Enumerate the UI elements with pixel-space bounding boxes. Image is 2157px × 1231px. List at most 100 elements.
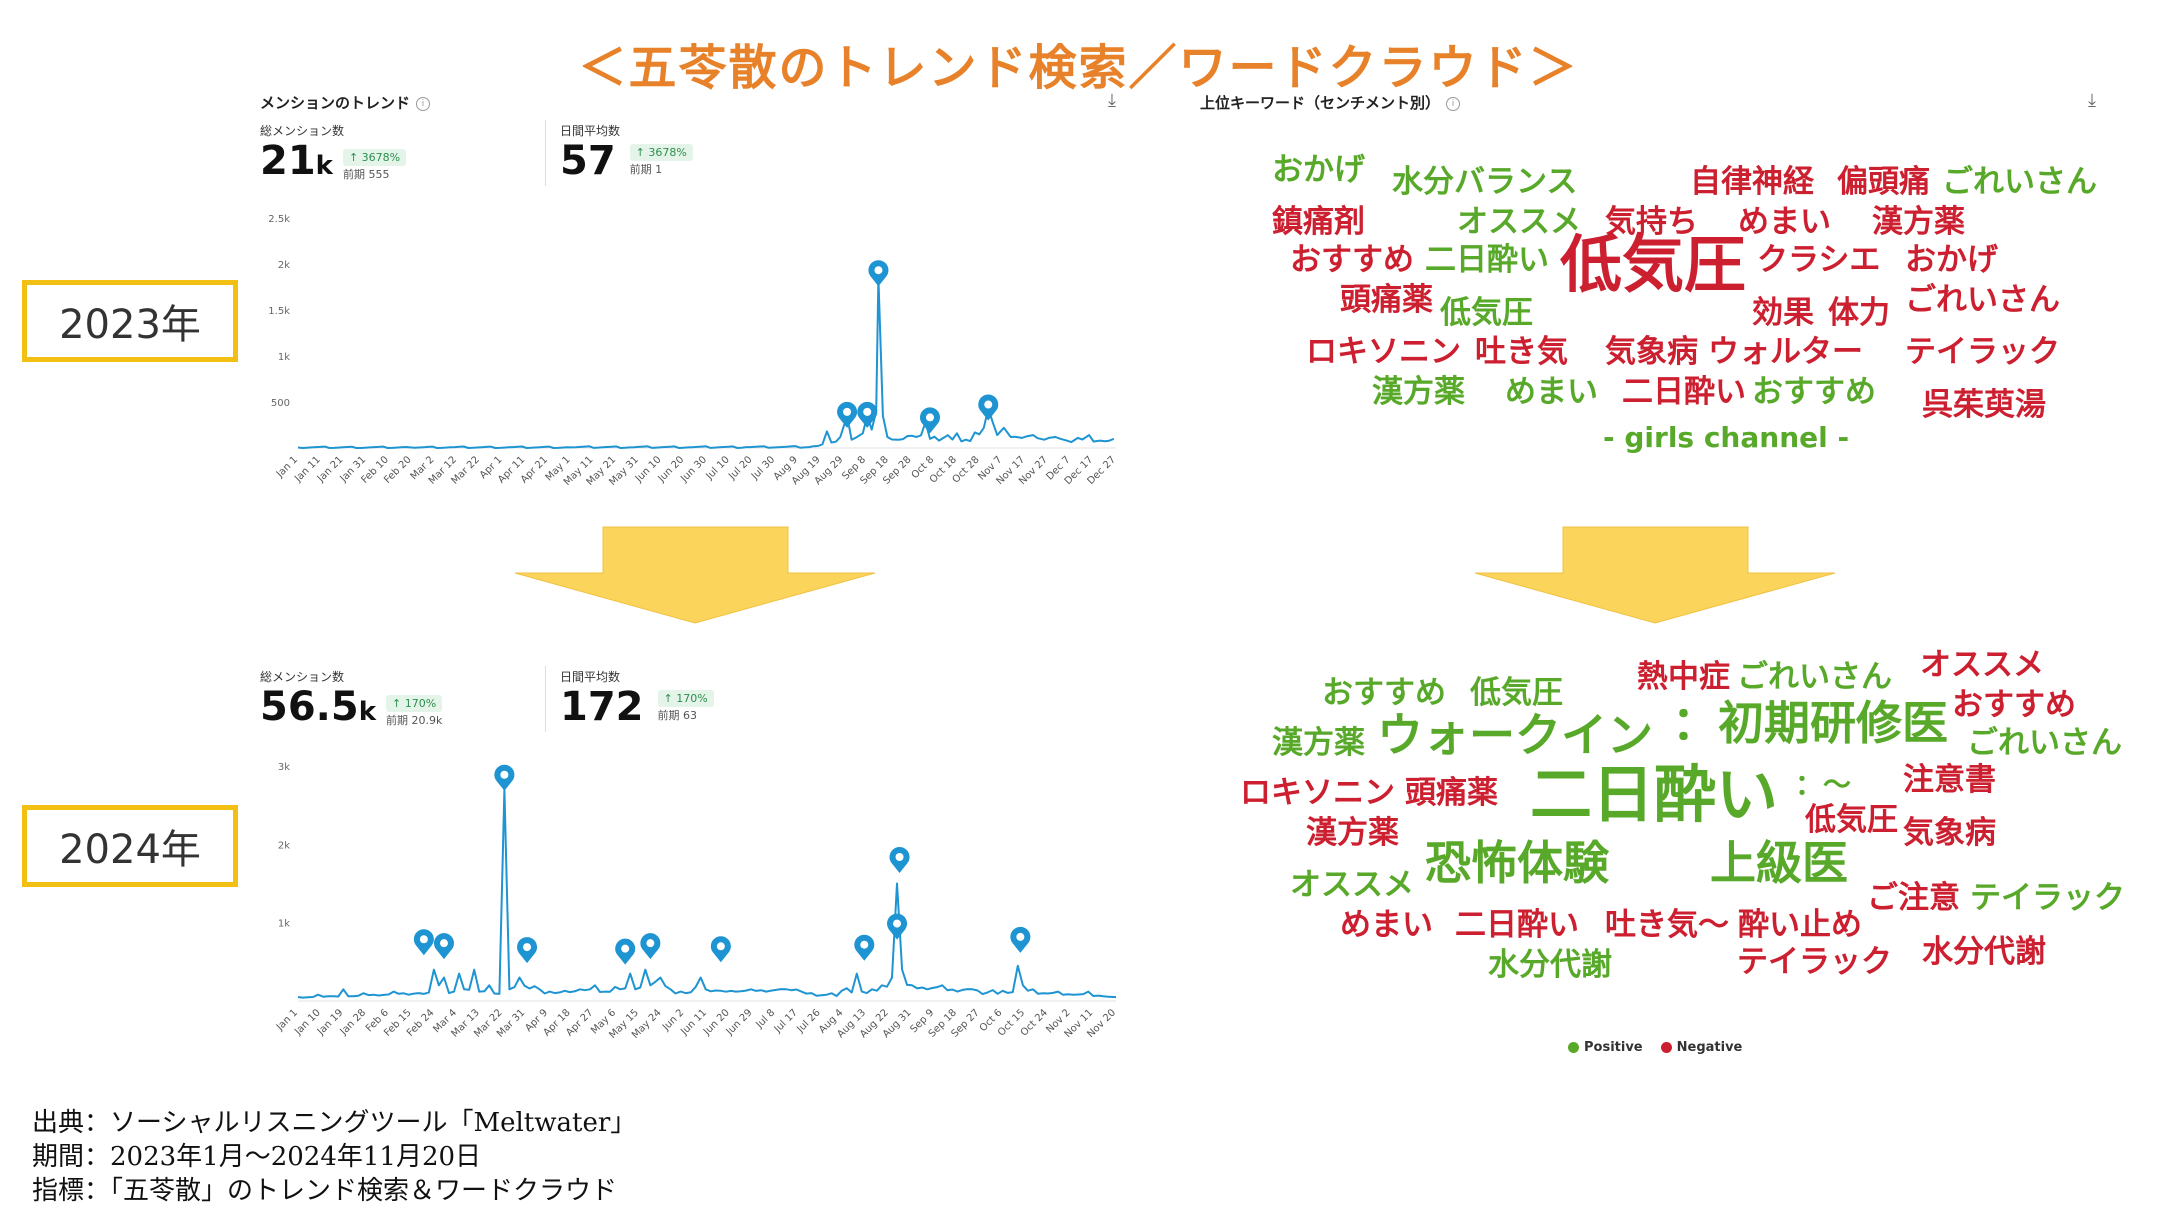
cloud-word-negative[interactable]: 自律神経 xyxy=(1690,163,1814,200)
event-marker-icon[interactable] xyxy=(710,936,731,963)
cloud-word-negative[interactable]: テイラック xyxy=(1905,333,2060,370)
info-icon[interactable]: i xyxy=(416,96,431,111)
cloud-word-negative[interactable]: 偏頭痛 xyxy=(1837,163,1930,200)
cloud-word-positive[interactable]: オススメ xyxy=(1457,203,1581,240)
cloud-word-negative[interactable]: 低気圧 xyxy=(1805,801,1898,838)
event-marker-dot[interactable] xyxy=(893,919,902,928)
cloud-word-negative[interactable]: 気象病 xyxy=(1605,333,1698,370)
cloud-word-positive[interactable]: ごれいさん xyxy=(1967,724,2122,761)
cloud-word-positive[interactable]: おすすめ xyxy=(1752,373,1876,410)
cloud-word-negative[interactable]: 熱中症 xyxy=(1637,658,1730,695)
cloud-word-positive[interactable]: ウォークイン xyxy=(1377,708,1653,762)
cloud-word-negative[interactable]: 気象病 xyxy=(1903,814,1996,851)
kpi-daily-label: 日間平均数 xyxy=(560,670,621,684)
event-marker-icon[interactable] xyxy=(978,394,999,421)
event-marker-icon[interactable] xyxy=(615,938,636,965)
event-marker-icon[interactable] xyxy=(1010,926,1031,953)
cloud-word-negative[interactable]: 酔い止め xyxy=(1738,906,1862,943)
event-marker-dot[interactable] xyxy=(925,413,934,422)
info-icon[interactable]: i xyxy=(1446,96,1461,111)
cloud-word-negative[interactable]: 気持ち xyxy=(1605,203,1698,240)
event-marker-icon[interactable] xyxy=(433,933,454,960)
event-marker-dot[interactable] xyxy=(500,770,509,779)
cloud-word-negative[interactable]: 低気圧 xyxy=(1560,228,1747,301)
cloud-word-negative[interactable]: 頭痛薬 xyxy=(1405,774,1498,811)
cloud-word-negative[interactable]: めまい xyxy=(1340,906,1433,943)
kpi-change-badge: ↑ 3678% xyxy=(629,144,693,161)
cloud-word-positive[interactable]: 二日酔い xyxy=(1425,241,1549,278)
cloud-word-negative[interactable]: 漢方薬 xyxy=(1306,814,1399,851)
cloud-word-negative[interactable]: 注意書 xyxy=(1903,761,1996,798)
cloud-word-positive[interactable]: 恐怖体験 xyxy=(1425,836,1609,890)
cloud-word-negative[interactable]: 鎮痛剤 xyxy=(1272,203,1365,240)
event-marker-dot[interactable] xyxy=(1016,932,1025,941)
cloud-word-positive[interactable]: 二日酔い xyxy=(1530,758,1779,831)
download-icon[interactable]: ⤓ xyxy=(2088,90,2096,111)
cloud-word-positive[interactable]: テイラック xyxy=(1970,879,2125,916)
event-marker-dot[interactable] xyxy=(716,942,725,951)
event-marker-dot[interactable] xyxy=(646,939,655,948)
cloud-word-positive[interactable]: - girls channel - xyxy=(1603,421,1850,454)
cloud-word-positive[interactable]: ：初期研修医 xyxy=(1672,696,1948,750)
cloud-word-positive[interactable]: 低気圧 xyxy=(1440,294,1533,331)
cloud-word-negative[interactable]: テイラック xyxy=(1737,943,1892,980)
event-marker-dot[interactable] xyxy=(621,944,630,953)
cloud-word-negative[interactable]: 水分代謝 xyxy=(1922,933,2046,970)
cloud-word-positive[interactable]: ：～ xyxy=(1795,768,1852,801)
cloud-word-negative[interactable]: ロキソニン xyxy=(1306,333,1461,370)
cloud-word-negative[interactable]: 呉茱萸湯 xyxy=(1922,386,2046,423)
event-marker-icon[interactable] xyxy=(919,407,940,434)
cloud-word-positive[interactable]: おかげ xyxy=(1272,151,1365,188)
event-marker-dot[interactable] xyxy=(860,940,869,949)
cloud-word-positive[interactable]: 漢方薬 xyxy=(1372,373,1465,410)
event-marker-icon[interactable] xyxy=(517,937,538,964)
cloud-word-positive[interactable]: 水分バランス xyxy=(1392,163,1578,200)
event-marker-dot[interactable] xyxy=(874,266,883,275)
cloud-word-negative[interactable]: ご注意 xyxy=(1867,879,1960,916)
event-marker-dot[interactable] xyxy=(523,943,532,952)
cloud-word-negative[interactable]: おかげ xyxy=(1905,241,1998,278)
event-marker-dot[interactable] xyxy=(984,400,993,409)
event-marker-icon[interactable] xyxy=(889,847,910,873)
cloud-word-negative[interactable]: おすすめ xyxy=(1952,686,2076,723)
cloud-word-negative[interactable]: ごれいさん xyxy=(1905,281,2060,318)
cloud-word-positive[interactable]: ごれいさん xyxy=(1942,163,2097,200)
cloud-word-positive[interactable]: 漢方薬 xyxy=(1272,724,1365,761)
event-marker-dot[interactable] xyxy=(863,407,872,416)
page-title: ＜五苓散のトレンド検索／ワードクラウド＞ xyxy=(578,40,1579,96)
event-marker-icon[interactable] xyxy=(413,929,434,956)
event-marker-icon[interactable] xyxy=(640,933,661,960)
cloud-word-positive[interactable]: おすすめ xyxy=(1322,674,1446,711)
event-marker-icon[interactable] xyxy=(868,260,889,287)
cloud-word-positive[interactable]: めまい xyxy=(1505,373,1598,410)
cloud-word-negative[interactable]: おすすめ xyxy=(1290,241,1414,278)
event-marker-dot[interactable] xyxy=(895,853,904,861)
event-marker-dot[interactable] xyxy=(439,939,448,948)
cloud-word-negative[interactable]: 二日酔い xyxy=(1455,906,1579,943)
cloud-word-negative[interactable]: 体力 xyxy=(1828,294,1890,331)
event-marker-icon[interactable] xyxy=(857,401,878,428)
event-marker-icon[interactable] xyxy=(887,913,908,940)
event-marker-icon[interactable] xyxy=(854,934,875,961)
cloud-word-negative[interactable]: 効果 xyxy=(1752,294,1814,331)
cloud-word-negative[interactable]: 吐き気 xyxy=(1475,333,1568,370)
cloud-word-negative[interactable]: 吐き気～ xyxy=(1605,906,1729,943)
cloud-word-negative[interactable]: ウォルター xyxy=(1708,333,1863,370)
cloud-word-negative[interactable]: クラシエ xyxy=(1757,241,1881,278)
cloud-word-negative[interactable]: 漢方薬 xyxy=(1872,203,1965,240)
cloud-word-positive[interactable]: オススメ xyxy=(1290,866,1414,903)
cloud-word-negative[interactable]: めまい xyxy=(1738,203,1831,240)
download-icon[interactable]: ⤓ xyxy=(1108,90,1116,111)
cloud-word-negative[interactable]: ロキソニン xyxy=(1240,774,1395,811)
cloud-word-negative[interactable]: 二日酔い xyxy=(1622,373,1746,410)
event-marker-icon[interactable] xyxy=(837,401,858,428)
event-marker-icon[interactable] xyxy=(494,764,515,791)
cloud-word-negative[interactable]: オススメ xyxy=(1920,646,2044,683)
cloud-word-negative[interactable]: 頭痛薬 xyxy=(1340,281,1433,318)
cloud-word-positive[interactable]: 水分代謝 xyxy=(1488,946,1612,983)
cloud-word-positive[interactable]: 低気圧 xyxy=(1470,674,1563,711)
event-marker-dot[interactable] xyxy=(843,407,852,416)
cloud-word-positive[interactable]: 上級医 xyxy=(1710,836,1848,890)
cloud-word-positive[interactable]: ごれいさん xyxy=(1737,658,1892,695)
event-marker-dot[interactable] xyxy=(419,935,428,944)
